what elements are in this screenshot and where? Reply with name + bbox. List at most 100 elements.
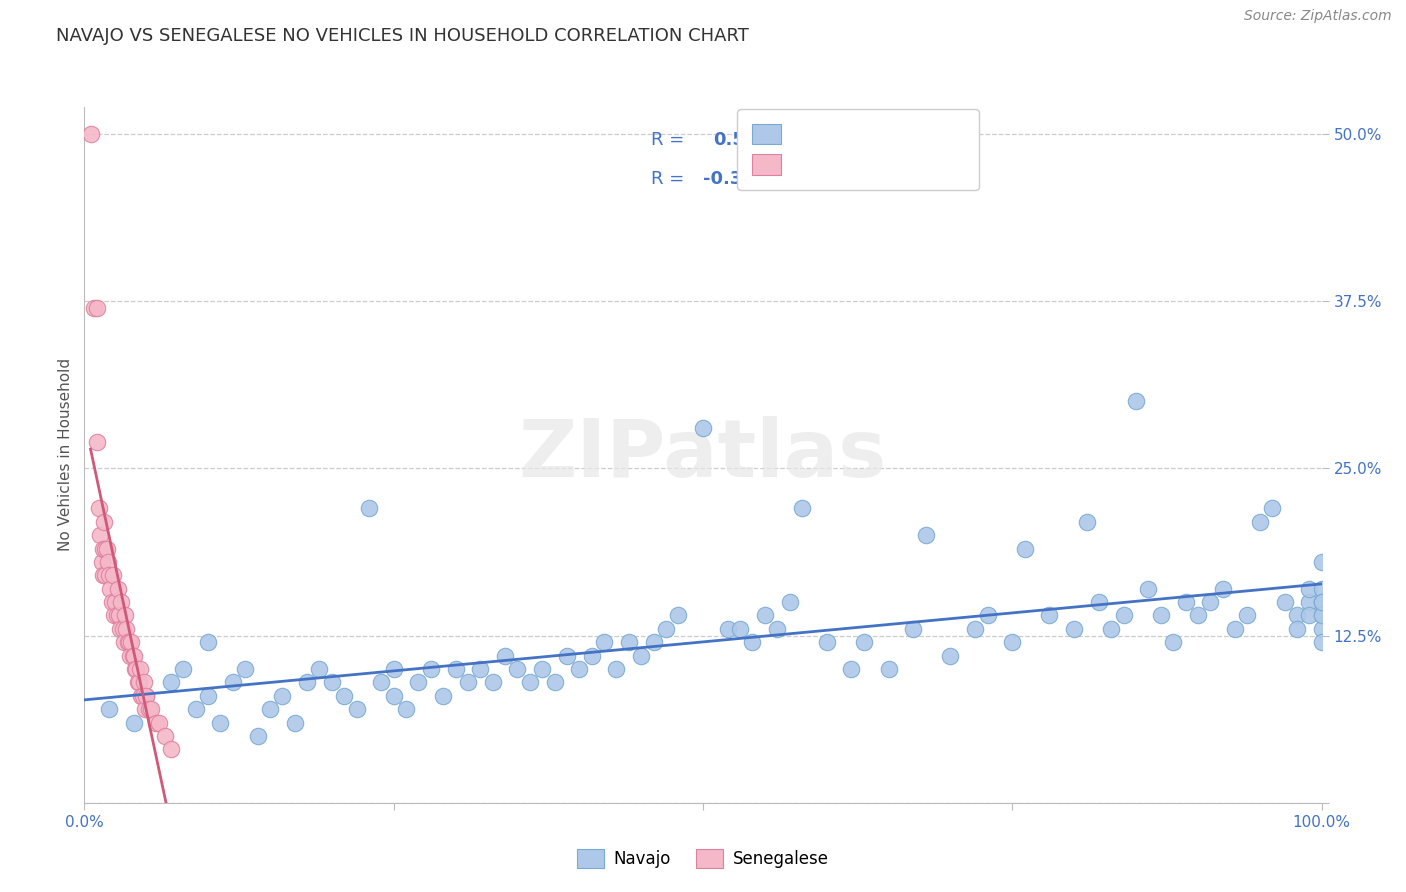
- Point: [581, 648, 603, 663]
- Point: [108, 608, 131, 623]
- Point: [153, 729, 176, 743]
- Point: [308, 662, 330, 676]
- Point: [94, 541, 117, 556]
- Point: [333, 689, 356, 703]
- Point: [90, 555, 112, 569]
- Point: [1174, 595, 1197, 609]
- Point: [160, 742, 183, 756]
- Point: [815, 635, 838, 649]
- Point: [148, 715, 170, 730]
- Point: [91, 568, 114, 582]
- Point: [222, 675, 245, 690]
- Point: [1038, 608, 1060, 623]
- Point: [1199, 595, 1222, 609]
- Text: 51: 51: [844, 169, 869, 187]
- Legend: Navajo, Senegalese: Navajo, Senegalese: [571, 842, 835, 874]
- Point: [100, 595, 122, 609]
- Point: [110, 622, 132, 636]
- Text: 0.515: 0.515: [713, 131, 769, 149]
- Point: [939, 648, 962, 663]
- Point: [135, 689, 157, 703]
- Point: [94, 568, 117, 582]
- Point: [209, 715, 232, 730]
- Point: [766, 622, 789, 636]
- Point: [1187, 608, 1209, 623]
- Point: [197, 635, 219, 649]
- Point: [97, 555, 120, 569]
- Point: [432, 689, 454, 703]
- Point: [125, 662, 148, 676]
- Point: [779, 595, 801, 609]
- Point: [444, 662, 467, 676]
- Point: [914, 528, 936, 542]
- Point: [1261, 501, 1284, 516]
- Point: [519, 675, 541, 690]
- Point: [120, 635, 142, 649]
- Point: [655, 622, 678, 636]
- Point: [1285, 608, 1308, 623]
- Point: [1137, 582, 1160, 596]
- Point: [1161, 635, 1184, 649]
- Point: [1088, 595, 1111, 609]
- Point: [506, 662, 529, 676]
- Point: [141, 702, 163, 716]
- Point: [121, 648, 143, 663]
- Text: ZIPatlas: ZIPatlas: [519, 416, 887, 494]
- Point: [103, 608, 125, 623]
- Point: [79, 127, 101, 141]
- Point: [271, 689, 294, 703]
- Point: [98, 702, 121, 716]
- Point: [1076, 515, 1098, 529]
- Point: [1285, 622, 1308, 636]
- Point: [83, 301, 105, 315]
- Point: [1249, 515, 1271, 529]
- Point: [1236, 608, 1258, 623]
- Point: [89, 501, 111, 516]
- Point: [841, 662, 863, 676]
- Y-axis label: No Vehicles in Household: No Vehicles in Household: [58, 359, 73, 551]
- Point: [129, 689, 152, 703]
- Point: [1310, 582, 1333, 596]
- Point: [110, 595, 132, 609]
- Point: [1310, 622, 1333, 636]
- Point: [1298, 608, 1320, 623]
- Point: [877, 662, 900, 676]
- Point: [128, 675, 150, 690]
- Point: [122, 648, 145, 663]
- Point: [197, 689, 219, 703]
- Point: [470, 662, 492, 676]
- Point: [605, 662, 627, 676]
- Point: [1310, 555, 1333, 569]
- Point: [115, 622, 138, 636]
- Point: [728, 622, 751, 636]
- Point: [101, 568, 124, 582]
- Point: [1014, 541, 1036, 556]
- Text: N =: N =: [783, 169, 835, 187]
- Point: [104, 595, 127, 609]
- Point: [145, 715, 167, 730]
- Point: [1099, 622, 1122, 636]
- Point: [135, 689, 157, 703]
- Point: [98, 568, 121, 582]
- Point: [259, 702, 281, 716]
- Point: [1223, 622, 1246, 636]
- Text: 99: 99: [844, 131, 869, 149]
- Point: [93, 515, 115, 529]
- Point: [105, 608, 128, 623]
- Point: [114, 608, 136, 623]
- Point: [124, 662, 146, 676]
- Point: [160, 675, 183, 690]
- Point: [131, 689, 153, 703]
- Point: [138, 702, 160, 716]
- Point: [1310, 635, 1333, 649]
- Text: R =: R =: [651, 169, 690, 187]
- Text: NAVAJO VS SENEGALESE NO VEHICLES IN HOUSEHOLD CORRELATION CHART: NAVAJO VS SENEGALESE NO VEHICLES IN HOUS…: [56, 27, 749, 45]
- Point: [96, 541, 118, 556]
- Point: [91, 541, 114, 556]
- Point: [1298, 582, 1320, 596]
- Point: [89, 528, 111, 542]
- Point: [172, 662, 194, 676]
- Point: [457, 675, 479, 690]
- Point: [120, 648, 142, 663]
- Point: [233, 662, 256, 676]
